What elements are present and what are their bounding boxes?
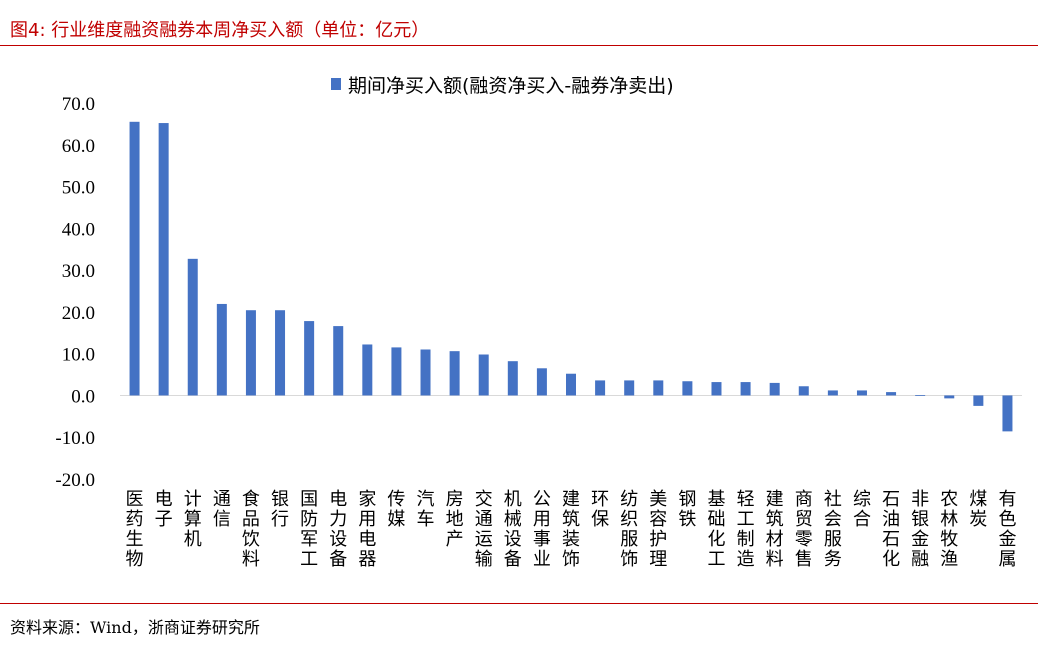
category-label: 非银金融 — [911, 489, 929, 570]
legend-label: 期间净买入额(融资净买入-融券净卖出) — [348, 75, 674, 97]
bar — [769, 382, 780, 396]
bar — [187, 258, 198, 396]
bar — [711, 382, 722, 396]
category-label: 传媒 — [387, 489, 405, 530]
source-note: 资料来源：Wind，浙商证券研究所 — [10, 618, 260, 637]
bar — [216, 303, 227, 396]
bar — [158, 123, 169, 396]
category-label: 家用电器 — [358, 489, 376, 570]
legend-swatch — [331, 78, 341, 90]
bar — [449, 351, 460, 396]
category-label: 石油石化 — [882, 489, 900, 570]
chart-legend: 期间净买入额(融资净买入-融券净卖出) — [331, 75, 674, 97]
bar — [129, 121, 140, 396]
y-tick-label: 0.0 — [71, 386, 95, 407]
category-label: 电子 — [155, 489, 173, 530]
bar — [827, 390, 838, 396]
category-label: 美容护理 — [649, 489, 667, 570]
y-tick-label: -10.0 — [55, 428, 95, 449]
y-tick-label: 70.0 — [62, 94, 95, 115]
y-tick-label: 40.0 — [62, 219, 95, 240]
category-label: 银行 — [271, 489, 289, 530]
bar — [362, 344, 373, 396]
bar — [973, 395, 984, 406]
y-axis: 70.0 60.0 50.0 40.0 30.0 20.0 10.0 0.0 -10.0 -20.… — [55, 94, 95, 491]
category-label: 食品饮料 — [242, 489, 260, 570]
category-label: 机械设备 — [504, 489, 522, 570]
bar — [420, 349, 431, 396]
category-label: 建筑装饰 — [562, 489, 580, 570]
source-rule — [0, 603, 1038, 604]
bar — [566, 373, 576, 396]
category-labels: 医药生物电子计算机通信食品饮料银行国防军工电力设备家用电器传媒汽车房地产交通运输… — [126, 489, 1017, 570]
category-label: 计算机 — [184, 489, 202, 550]
title-rule — [0, 45, 1038, 46]
category-label: 钢铁 — [678, 489, 696, 530]
y-tick-label: 50.0 — [62, 178, 95, 199]
bar — [1002, 395, 1013, 432]
y-tick-label: 30.0 — [62, 261, 95, 282]
bar — [304, 321, 315, 396]
category-label: 房地产 — [446, 489, 464, 550]
category-label: 纺织服饰 — [620, 489, 638, 570]
bar — [333, 326, 344, 396]
bar — [944, 395, 955, 399]
y-tick-label: 20.0 — [62, 303, 95, 324]
category-label: 公用事业 — [533, 489, 551, 570]
bar — [886, 392, 897, 396]
bar — [740, 382, 751, 396]
category-label: 汽车 — [417, 489, 435, 530]
bar — [275, 310, 286, 396]
category-label: 通信 — [213, 489, 231, 530]
bar — [595, 380, 606, 396]
category-label: 社会服务 — [824, 489, 842, 570]
category-label: 煤炭 — [969, 489, 987, 530]
category-label: 交通运输 — [475, 489, 493, 570]
category-label: 轻工制造 — [737, 489, 755, 570]
figure-title: 图4: 行业维度融资融券本周净买入额（单位：亿元） — [10, 20, 430, 41]
bar-series — [129, 121, 1013, 432]
category-label: 基础化工 — [707, 489, 725, 570]
category-label: 有色金属 — [998, 489, 1016, 570]
bar — [682, 381, 693, 396]
category-label: 建筑材料 — [766, 489, 784, 570]
category-label: 国防军工 — [300, 489, 318, 570]
bar — [798, 386, 809, 396]
bar — [507, 361, 518, 396]
bar — [653, 380, 664, 396]
bar — [915, 395, 926, 396]
category-label: 环保 — [591, 489, 609, 530]
bar — [391, 347, 402, 396]
bar — [245, 310, 256, 396]
y-tick-label: 10.0 — [62, 345, 95, 366]
category-label: 农林牧渔 — [940, 489, 958, 570]
category-label: 医药生物 — [126, 489, 144, 570]
bar — [478, 354, 489, 396]
category-label: 综合 — [853, 489, 871, 530]
y-tick-label: 60.0 — [62, 136, 95, 157]
bar — [536, 368, 547, 396]
category-label: 电力设备 — [329, 489, 347, 570]
category-label: 商贸零售 — [795, 489, 813, 570]
y-tick-label: -20.0 — [55, 470, 95, 491]
bar — [856, 390, 867, 396]
bar — [624, 380, 635, 396]
